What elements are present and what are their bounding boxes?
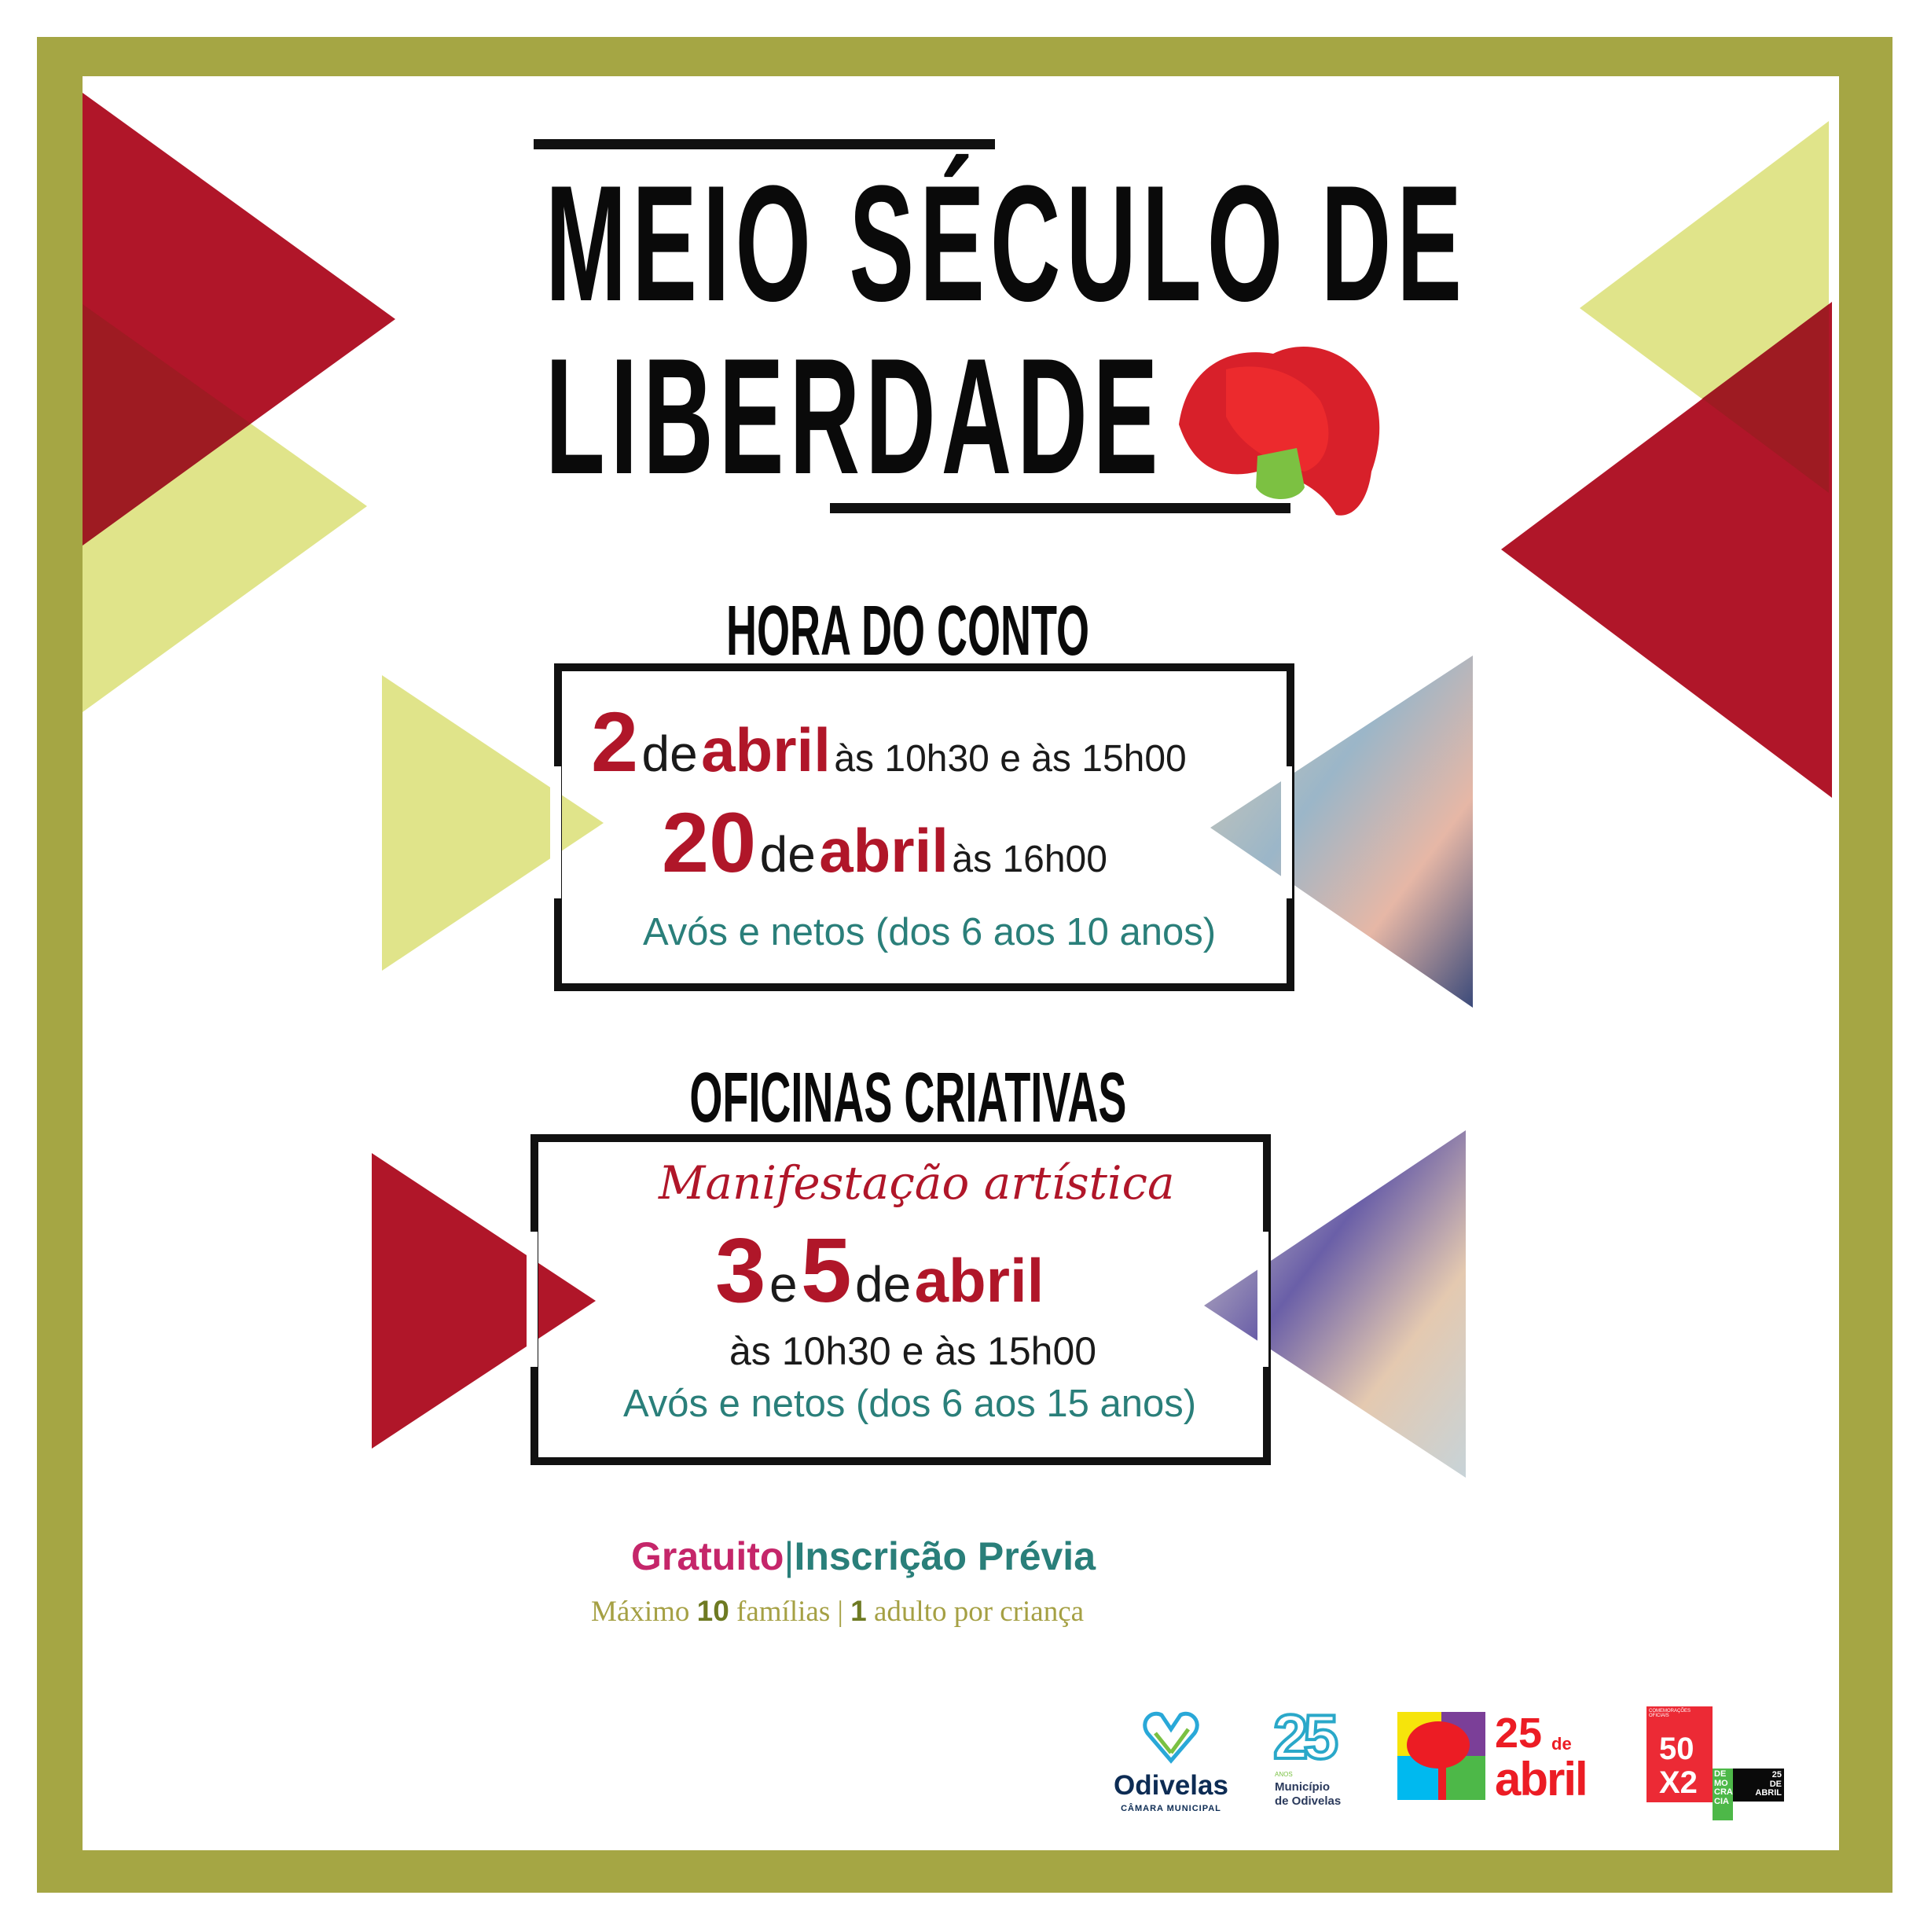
- oficinas-times: às 10h30 e às 15h00: [729, 1329, 1097, 1373]
- poster-canvas: [83, 76, 1839, 1850]
- carnation-icon: [1179, 347, 1380, 516]
- max-pre: Máximo: [591, 1596, 690, 1628]
- odivelas-sub: CÂMARA MUNICIPAL: [1121, 1804, 1221, 1813]
- de: de: [759, 826, 816, 883]
- 50x2-logo: COMEMORAÇÕES OFICIAIS 50 X2 DE MO CRA CI…: [1646, 1706, 1804, 1820]
- de: de: [641, 725, 698, 782]
- e: e: [769, 1256, 798, 1313]
- times: às 10h30 e às 15h00: [834, 738, 1187, 780]
- 25-de-abril-logo: 25 de abril: [1397, 1712, 1625, 1805]
- month: abril: [914, 1246, 1044, 1315]
- capacity-info: Máximo 10 famílias | 1 adulto por crianç…: [591, 1596, 1084, 1626]
- heart-icon: [1143, 1711, 1199, 1764]
- triangle-yellow-mid: [382, 675, 604, 971]
- odivelas-logo: Odivelas CÂMARA MUNICIPAL: [1096, 1706, 1246, 1816]
- registration-label: Inscrição Prévia: [794, 1534, 1096, 1578]
- day-2: 5: [801, 1219, 852, 1321]
- title-top-rule: [534, 139, 995, 149]
- hora-date-1: 2 de abril às 10h30 e às 15h00: [591, 700, 1187, 784]
- box-gap: [550, 766, 561, 898]
- adult-post: adulto por criança: [873, 1596, 1085, 1628]
- abril-num: 25: [1495, 1710, 1543, 1757]
- hora-audience: Avós e netos (dos 6 aos 10 anos): [643, 911, 1217, 953]
- title-line-2: LIBERDADE: [545, 324, 1164, 509]
- oficinas-dates: 3 e 5 de abril: [715, 1225, 1044, 1316]
- 50x2-line2: X2: [1659, 1765, 1698, 1800]
- triangle-overlap-right: [1702, 304, 1829, 493]
- abril-de: de: [1551, 1734, 1572, 1754]
- triangle-overlap-left: [83, 304, 251, 545]
- democracia: DE MO CRA CIA: [1713, 1769, 1733, 1820]
- de: de: [854, 1256, 912, 1313]
- oficinas-subtitle: Manifestação artística: [659, 1156, 1175, 1210]
- 25-de-abril-date: 25 DE ABRIL: [1733, 1769, 1784, 1802]
- box-gap: [1257, 1232, 1268, 1367]
- day: 2: [591, 694, 639, 789]
- day: 20: [662, 795, 757, 890]
- hora-do-conto-heading: HORA DO CONTO: [0, 596, 1815, 667]
- month: abril: [701, 715, 831, 784]
- box-gap: [527, 1232, 538, 1367]
- separator: |: [784, 1534, 795, 1578]
- oficinas-audience: Avós e netos (dos 6 aos 15 anos): [623, 1383, 1197, 1425]
- day-1: 3: [715, 1219, 766, 1321]
- max-sep: |: [837, 1596, 843, 1628]
- hora-do-conto-heading-text: HORA DO CONTO: [725, 592, 1089, 670]
- max-mid: famílias: [736, 1596, 831, 1628]
- 50x2-top: COMEMORAÇÕES OFICIAIS: [1649, 1709, 1691, 1718]
- abril-month: abril: [1495, 1753, 1588, 1805]
- oficinas-heading: OFICINAS CRIATIVAS: [0, 1063, 1815, 1133]
- month: abril: [819, 816, 949, 885]
- oficinas-heading-text: OFICINAS CRIATIVAS: [688, 1059, 1127, 1137]
- municipio-line2: de Odivelas: [1275, 1794, 1342, 1808]
- registration-info: Gratuito|Inscrição Prévia: [631, 1537, 1096, 1576]
- free-label: Gratuito: [631, 1534, 784, 1578]
- odivelas-name: Odivelas: [1114, 1770, 1228, 1801]
- grandmother-reading-photo: [1210, 656, 1473, 1008]
- hora-date-2: 20 de abril às 16h00: [662, 800, 1107, 885]
- max-num: 10: [696, 1595, 729, 1627]
- box-gap: [1281, 766, 1292, 898]
- 50x2-line1: 50: [1659, 1732, 1694, 1766]
- municipio-25-logo: 25 ANOS Município de Odivelas: [1272, 1702, 1367, 1816]
- anniversary-number: 25: [1272, 1702, 1340, 1772]
- municipio-line1: Município: [1275, 1780, 1330, 1794]
- triangle-red-lower: [372, 1153, 596, 1449]
- grandfather-painting-photo: [1204, 1130, 1466, 1478]
- times: às 16h00: [952, 839, 1107, 880]
- title-bottom-rule: [830, 503, 1290, 513]
- adult-num: 1: [850, 1595, 867, 1627]
- title-line-1: MEIO SÉCULO DE: [545, 151, 1468, 336]
- anos: ANOS: [1275, 1771, 1293, 1778]
